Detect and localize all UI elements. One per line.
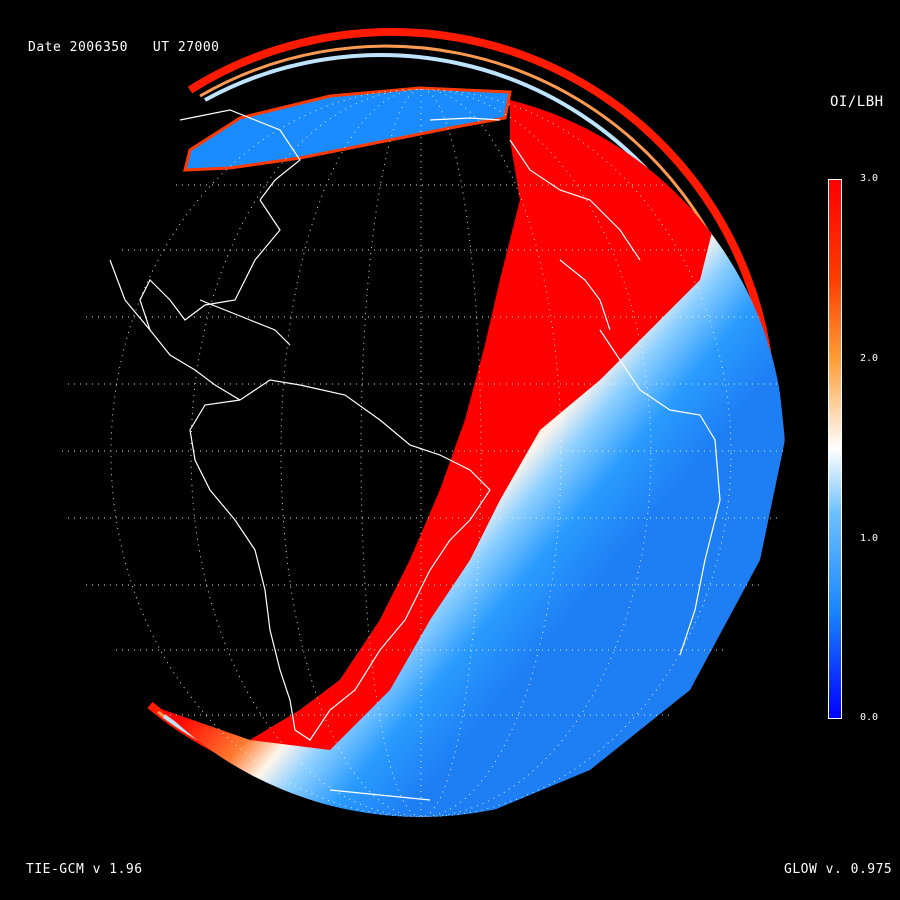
date-ut-label: Date 2006350 UT 27000 bbox=[28, 40, 220, 55]
colorbar-tick: 3.0 bbox=[860, 173, 879, 184]
colorbar bbox=[828, 179, 842, 719]
polar-cap bbox=[183, 86, 512, 172]
colorbar-title: OI/LBH bbox=[830, 94, 884, 110]
lat-lon-grid bbox=[57, 89, 785, 817]
colorbar-tick: 0.0 bbox=[860, 712, 879, 723]
colorbar-gradient bbox=[829, 180, 841, 718]
colorbar-tick: 1.0 bbox=[860, 533, 879, 544]
coastlines bbox=[109, 109, 721, 801]
colorbar-tick: 2.0 bbox=[860, 353, 879, 364]
glow-version-label: GLOW v. 0.975 bbox=[784, 862, 893, 877]
model-version-label: TIE-GCM v 1.96 bbox=[26, 862, 143, 877]
